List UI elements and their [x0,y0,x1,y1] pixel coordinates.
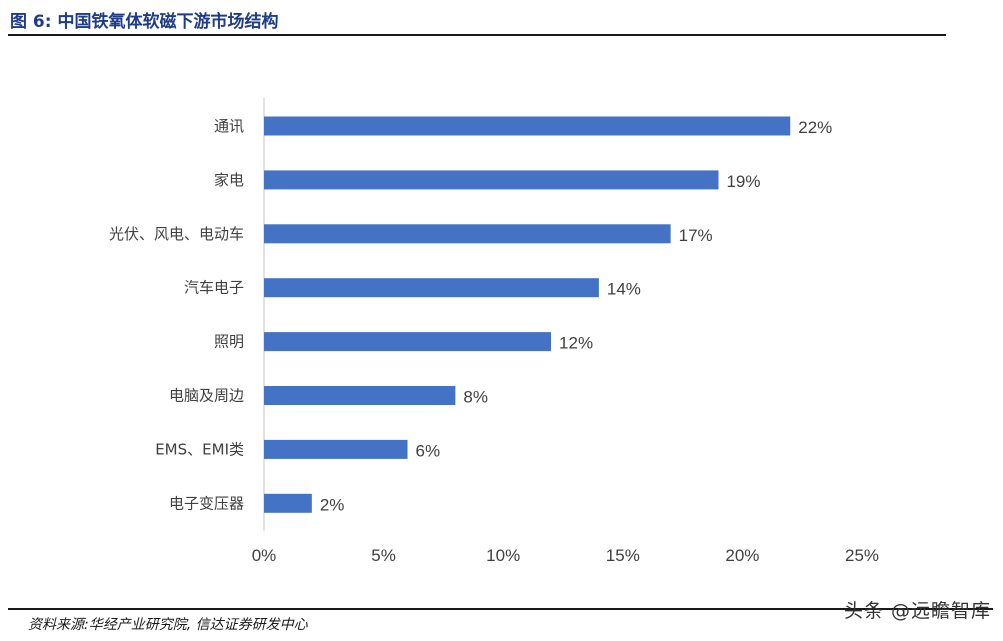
watermark: 头条 @远瞻智库 [843,600,991,622]
category-label: 通讯 [214,117,244,135]
title-divider [8,34,946,36]
category-label: EMS、EMI类 [155,440,244,458]
data-label: 2% [320,495,345,514]
bar [264,116,791,136]
labels-layer: 通讯 22% 家电 19% 光伏、风电、电动车 17% 汽车电子 14% 照明 12% 电脑及周边 8… [109,117,879,565]
category-label: 照明 [214,333,244,351]
category-label: 电子变压器 [169,494,244,512]
bar [264,386,456,405]
x-tick-label: 25% [845,546,879,565]
bar [264,439,408,459]
category-label: 光伏、风电、电动车 [109,225,244,243]
bar [264,224,671,244]
data-label: 19% [726,172,760,191]
x-tick-label: 20% [725,546,759,565]
data-label: 6% [416,441,441,460]
category-label: 电脑及周边 [169,387,244,405]
source-note: 资料来源:华经产业研究院, 信达证券研发中心 [28,617,308,633]
bar [264,278,599,298]
x-tick-label: 5% [371,546,396,565]
data-label: 12% [559,334,593,353]
bar [264,332,552,352]
chart-title: 图 6: 中国铁氧体软磁下游市场结构 [10,12,279,32]
category-label: 家电 [214,171,244,189]
bars-layer [263,98,791,532]
x-tick-label: 15% [606,546,640,565]
footer-divider [8,608,993,610]
data-label: 22% [798,118,832,137]
x-tick-label: 10% [486,546,520,565]
data-label: 14% [607,280,641,299]
data-label: 8% [463,388,488,407]
bar [264,493,312,513]
bar [264,170,719,190]
data-label: 17% [679,226,713,245]
category-label: 汽车电子 [184,279,244,297]
x-tick-label: 0% [252,546,277,565]
